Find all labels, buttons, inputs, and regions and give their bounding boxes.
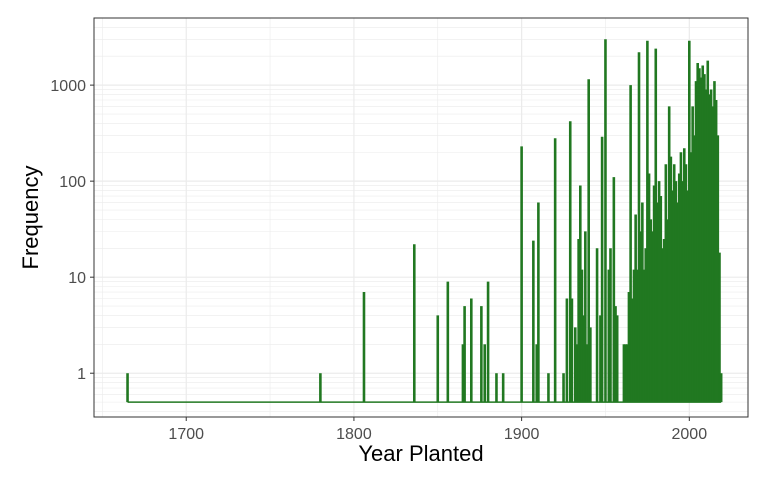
y-tick-label: 100 — [59, 174, 86, 191]
y-tick-label: 1000 — [50, 78, 86, 95]
x-axis-ticks: 1700 1800 1900 2000 — [168, 417, 707, 443]
y-axis-ticks: 1 10 100 1000 — [50, 78, 94, 383]
panel-border — [93, 17, 749, 418]
x-tick-label: 1900 — [504, 426, 540, 443]
x-tick-label: 2000 — [672, 426, 708, 443]
y-axis-title: Frequency — [18, 166, 43, 270]
x-tick-label: 1800 — [336, 426, 372, 443]
y-tick-label: 10 — [68, 270, 86, 287]
x-axis-title: Year Planted — [358, 441, 483, 466]
y-tick-label: 1 — [77, 366, 86, 383]
x-tick-label: 1700 — [168, 426, 204, 443]
bars — [126, 39, 723, 403]
